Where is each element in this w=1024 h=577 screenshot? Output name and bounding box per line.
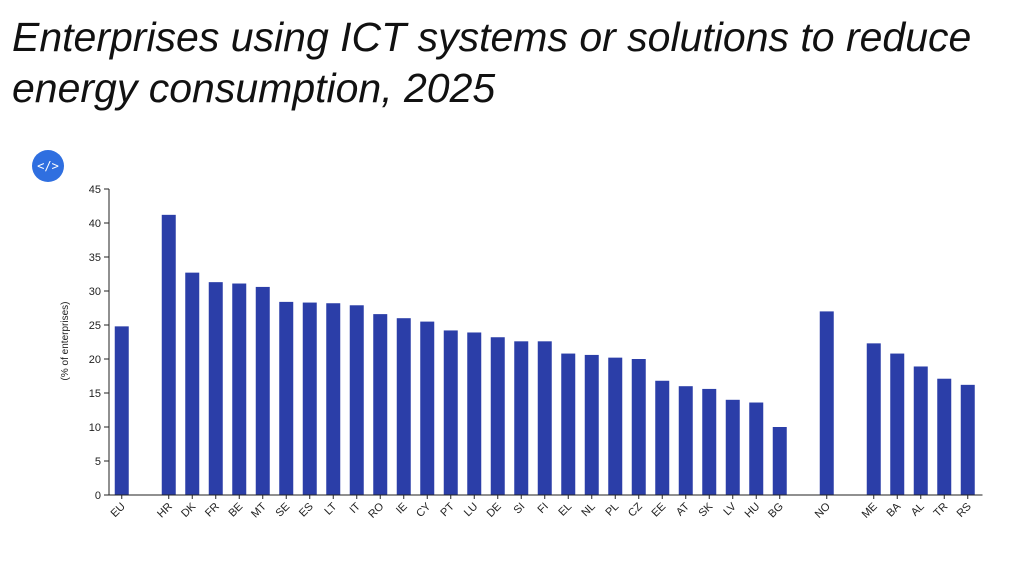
bar-no [819,311,834,495]
bar-lv [725,399,740,495]
bar-ee [655,380,670,495]
y-tick-label: 20 [89,354,101,366]
x-tick-label: PL [603,501,621,519]
bar-cy [420,321,435,495]
y-tick-label: 15 [89,388,101,400]
bar-nl [584,354,599,495]
bar-de [490,337,505,495]
x-tick-label: RS [955,501,974,520]
bar-si [514,341,529,495]
x-tick-label: AT [674,500,692,518]
bar-lu [467,332,482,495]
y-tick-label: 30 [89,286,101,298]
x-tick-label: BA [885,500,904,519]
x-tick-label: BE [227,501,246,520]
x-tick-label: CY [414,500,434,520]
bar-es [302,302,317,495]
x-tick-label: ME [860,501,880,521]
x-tick-label: SE [274,501,293,520]
bar-dk [185,272,200,495]
bar-cz [631,359,646,495]
bar-ie [396,318,411,495]
bar-it [349,305,364,495]
y-tick-label: 40 [89,218,101,230]
bar-hu [749,402,764,495]
bar-bg [772,427,787,495]
bar-se [279,301,294,495]
x-tick-label: EL [556,501,574,519]
bar-be [232,283,247,495]
x-tick-label: PT [438,500,457,519]
page-title: Enterprises using ICT systems or solutio… [12,14,972,111]
y-axis-label: (% of enterprises) [60,302,71,381]
bar-fi [537,341,552,495]
bar-ro [373,314,388,495]
y-tick-label: 25 [89,320,101,332]
x-tick-label: SK [697,500,716,519]
bar-el [561,353,576,495]
bar-ba [890,353,905,495]
bar-mt [255,286,270,495]
x-tick-label: LU [462,501,480,519]
x-tick-label: HR [155,501,175,521]
x-tick-label: IE [394,501,410,517]
bar-al [913,366,928,495]
x-tick-label: MT [249,500,269,520]
embed-button[interactable]: </> [32,150,64,182]
y-tick-label: 0 [95,490,101,502]
x-tick-label: TR [932,501,951,520]
x-tick-label: DK [179,500,199,520]
x-tick-label: AL [909,501,927,519]
bar-pl [608,357,623,495]
x-tick-label: CZ [626,500,645,519]
y-axis: 0 5 10 15 20 25 30 35 40 45 [89,184,110,502]
bar-pt [443,330,458,495]
bar-rs [960,384,975,495]
bar-lt [326,303,341,495]
bars [114,214,975,495]
x-tick-label: EE [650,501,669,520]
x-tick-label: DE [485,501,504,520]
bar-at [678,386,693,495]
y-tick-label: 45 [89,184,101,196]
x-tick-label: IT [347,500,363,516]
bar-tr [937,378,952,495]
bar-eu [114,326,129,495]
x-tick-label: NO [813,500,833,520]
bar-me [866,343,881,495]
x-tick-label: FI [535,501,550,516]
x-tick-label: NL [579,501,597,519]
x-tick-label: EU [109,501,128,520]
code-icon: </> [37,159,59,173]
x-tick-label: LV [721,500,739,518]
bar-hr [161,214,176,495]
x-tick-label: HU [743,501,763,521]
y-tick-label: 5 [95,456,101,468]
bar-sk [702,388,717,495]
x-tick-label: FR [203,501,222,520]
x-tick-label: SI [512,501,528,517]
x-tick-label: BG [766,501,786,521]
x-tick-label: LT [322,500,339,517]
y-tick-label: 10 [89,422,101,434]
y-tick-label: 35 [89,252,101,264]
bar-fr [208,282,223,495]
x-tick-label: ES [297,501,316,520]
x-tick-label: RO [366,500,386,520]
x-axis: EU HR DK FR BE MT SE ES LT IT RO IE CY PT LU DE SI FI EL NL… [109,494,983,521]
